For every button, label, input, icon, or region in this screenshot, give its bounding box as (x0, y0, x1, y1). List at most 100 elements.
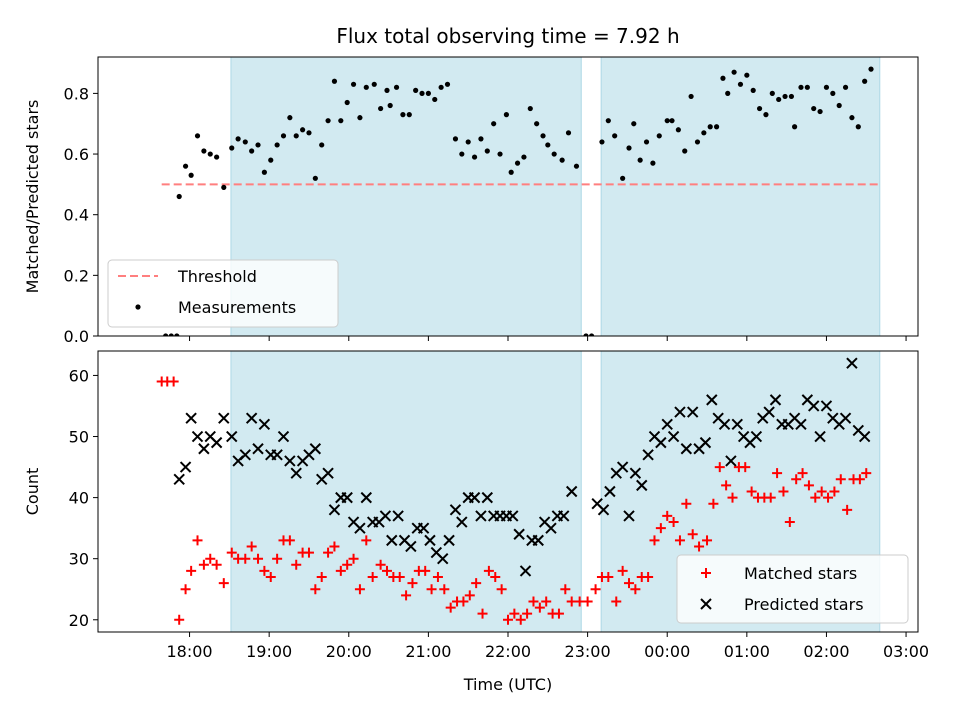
data-point (207, 151, 213, 157)
data-point (540, 133, 546, 139)
data-point (731, 69, 737, 75)
data-point (565, 485, 578, 498)
data-point (226, 430, 238, 443)
data-point (287, 115, 293, 121)
data-point (810, 492, 821, 503)
data-point (725, 90, 731, 96)
data-point (271, 449, 283, 461)
data-point (650, 160, 656, 166)
data-point (675, 127, 681, 133)
data-point (737, 81, 744, 87)
data-point (503, 614, 513, 625)
data-point (846, 357, 858, 369)
data-point (354, 522, 366, 534)
data-point (835, 474, 846, 485)
data-point (387, 102, 393, 109)
data-point (560, 584, 571, 595)
data-point (259, 565, 270, 576)
data-point (186, 565, 197, 576)
data-point (284, 535, 295, 546)
data-point (303, 547, 314, 558)
data-point (481, 491, 494, 504)
data-point (727, 492, 738, 503)
data-point (229, 145, 235, 151)
data-point (211, 559, 222, 570)
data-point (674, 535, 685, 546)
data-point (868, 66, 874, 72)
legend-label-threshold: Threshold (177, 267, 257, 286)
data-point (725, 455, 737, 467)
data-point (816, 486, 827, 497)
data-point (590, 584, 601, 595)
data-point (713, 124, 720, 130)
series-matched-stars (156, 376, 872, 625)
x-tick-label: 22:00 (485, 642, 531, 661)
data-point (386, 534, 398, 547)
data-point (588, 333, 595, 336)
data-point (551, 151, 557, 157)
legend-predicted-swatch (700, 598, 712, 610)
data-point (829, 486, 840, 497)
x-tick-label: 20:00 (326, 642, 372, 661)
data-point (188, 172, 194, 178)
data-point (471, 578, 482, 589)
data-point (565, 130, 572, 136)
data-point (483, 565, 494, 576)
data-point (694, 541, 705, 552)
data-point (746, 486, 757, 497)
data-point (210, 436, 223, 449)
data-point (465, 139, 471, 145)
data-point (798, 84, 804, 90)
data-point (784, 517, 795, 528)
legend-box (107, 259, 339, 328)
data-point (714, 462, 725, 473)
data-point (797, 468, 808, 479)
data-point (484, 148, 490, 154)
data-point (194, 133, 201, 139)
data-point (637, 157, 643, 163)
data-point (858, 430, 871, 443)
data-point (862, 78, 868, 84)
data-point (459, 151, 465, 157)
data-point (830, 90, 836, 96)
y-tick-label: 0.4 (64, 206, 89, 225)
data-point (521, 154, 527, 160)
data-point (449, 504, 462, 516)
data-point (163, 333, 169, 336)
data-point (643, 572, 654, 583)
data-point (861, 468, 872, 479)
data-point (293, 133, 299, 139)
data-point (185, 412, 197, 424)
plot-area (156, 357, 872, 625)
data-point (636, 479, 648, 492)
legend-label-predicted: Predicted stars (744, 595, 864, 614)
data-point (836, 102, 842, 109)
data-point (400, 112, 406, 118)
data-point (191, 430, 204, 443)
x-tick-label: 02:00 (803, 642, 849, 661)
plot-area (161, 66, 880, 336)
data-point (240, 553, 251, 564)
top-panel: 0.0 0.2 0.4 0.6 0.8 Matched/Predicted stars Th… (23, 56, 919, 346)
data-point (406, 112, 412, 118)
data-point (456, 516, 468, 528)
data-point (503, 112, 510, 118)
data-point (312, 175, 318, 181)
data-point (699, 436, 712, 449)
data-point (246, 541, 257, 552)
data-point (445, 602, 456, 613)
data-point (545, 522, 557, 534)
data-point (630, 584, 641, 595)
data-point (342, 559, 353, 570)
data-point (192, 535, 203, 546)
data-point (820, 400, 833, 412)
data-point (756, 105, 763, 112)
data-point (681, 498, 692, 509)
data-point (718, 418, 731, 431)
data-point (198, 559, 209, 570)
data-point (528, 596, 539, 607)
data-point (252, 443, 264, 455)
data-point (558, 510, 570, 522)
data-point (253, 553, 264, 564)
data-point (612, 133, 618, 139)
